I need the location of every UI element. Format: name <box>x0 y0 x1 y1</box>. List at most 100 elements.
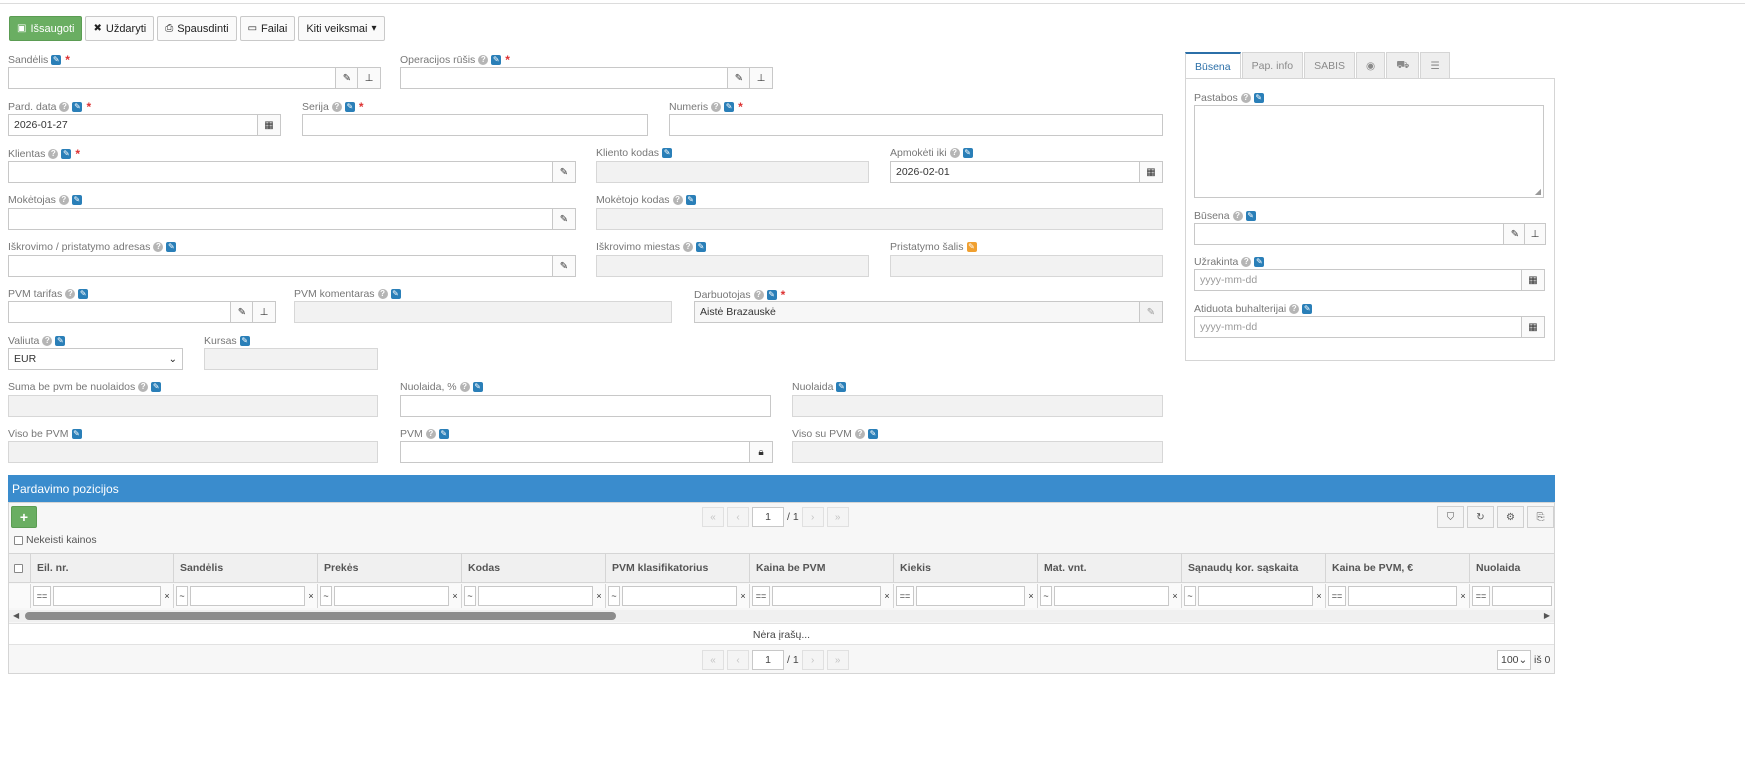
first-page-button[interactable]: « <box>702 650 724 670</box>
first-page-button[interactable]: « <box>702 507 724 527</box>
filter-input[interactable] <box>916 586 1025 606</box>
filter-operator[interactable]: ~ <box>176 586 188 606</box>
sandelis-input[interactable] <box>8 67 336 89</box>
filter-operator[interactable]: ~ <box>464 586 476 606</box>
print-button[interactable]: ⎙ Spausdinti <box>157 16 237 41</box>
page-input[interactable]: 1 <box>752 507 784 527</box>
clear-filter-icon[interactable]: × <box>1172 591 1178 601</box>
column-header[interactable]: Sandėlis <box>174 554 318 582</box>
help-icon[interactable]: ? <box>711 102 722 112</box>
clear-filter-icon[interactable]: × <box>1028 591 1034 601</box>
help-icon[interactable]: ? <box>1241 257 1252 267</box>
edit-icon[interactable]: ✎ <box>151 382 162 392</box>
column-header[interactable]: Kaina be PVM <box>750 554 894 582</box>
clear-filter-icon[interactable]: × <box>308 591 314 601</box>
prev-page-button[interactable]: ‹ <box>727 650 749 670</box>
edit-icon[interactable]: ✎ <box>472 382 483 392</box>
filter-input[interactable] <box>772 586 881 606</box>
edit-icon[interactable]: ✎ <box>836 382 847 392</box>
edit-icon[interactable]: ✎ <box>51 55 62 65</box>
adresas-edit-button[interactable]: ✎ <box>552 255 576 277</box>
edit-icon[interactable]: ✎ <box>72 102 83 112</box>
filter-operator[interactable]: ~ <box>608 586 620 606</box>
keep-prices-checkbox[interactable] <box>14 535 23 545</box>
filter-input[interactable] <box>190 586 305 606</box>
column-header[interactable]: Eil. nr. <box>31 554 174 582</box>
scroll-right-icon[interactable]: ▶ <box>1543 611 1550 620</box>
tab-car[interactable]: ⛟ <box>1386 52 1420 78</box>
filter-operator[interactable]: == <box>752 586 770 606</box>
filter-input[interactable] <box>53 586 161 606</box>
select-all-checkbox[interactable] <box>14 563 23 573</box>
edit-icon[interactable]: ✎ <box>71 195 82 205</box>
nuolaida-proc-input[interactable] <box>400 395 771 417</box>
column-header[interactable]: Mat. vnt. <box>1038 554 1182 582</box>
edit-icon[interactable]: ✎ <box>71 429 82 439</box>
help-icon[interactable]: ? <box>1232 211 1243 221</box>
save-button[interactable]: ▣ Išsaugoti <box>9 16 83 41</box>
darbuotojas-edit-button[interactable]: ✎ <box>1139 301 1163 323</box>
help-icon[interactable]: ? <box>672 195 683 205</box>
edit-icon[interactable]: ✎ <box>344 102 355 112</box>
filter-input[interactable] <box>622 586 737 606</box>
atiduota-calendar-button[interactable]: ▦ <box>1521 316 1545 338</box>
clear-filter-icon[interactable]: × <box>164 591 170 601</box>
page-input[interactable]: 1 <box>752 650 784 670</box>
column-header[interactable]: Kaina be PVM, € <box>1326 554 1470 582</box>
edit-icon[interactable]: ✎ <box>438 429 449 439</box>
operacijos-rusis-pin-button[interactable]: ⊥ <box>749 67 773 89</box>
column-header[interactable]: Prekės <box>318 554 462 582</box>
help-icon[interactable]: ? <box>1289 304 1300 314</box>
clear-filter-icon[interactable]: × <box>596 591 602 601</box>
pvm-tarifas-edit-button[interactable]: ✎ <box>230 301 254 323</box>
filter-operator[interactable]: == <box>896 586 914 606</box>
help-icon[interactable]: ? <box>683 242 694 252</box>
help-icon[interactable]: ? <box>753 290 764 300</box>
edit-icon[interactable]: ✎ <box>1254 257 1265 267</box>
prev-page-button[interactable]: ‹ <box>727 507 749 527</box>
edit-icon[interactable]: ✎ <box>724 102 735 112</box>
filter-operator[interactable]: == <box>33 586 51 606</box>
scrollbar-thumb[interactable] <box>25 612 616 620</box>
moketojas-input[interactable] <box>8 208 553 230</box>
filter-input[interactable] <box>478 586 593 606</box>
clear-filter-icon[interactable]: × <box>452 591 458 601</box>
adresas-input[interactable] <box>8 255 553 277</box>
help-icon[interactable]: ? <box>59 102 70 112</box>
next-page-button[interactable]: › <box>801 507 824 527</box>
edit-icon[interactable]: ✎ <box>867 429 878 439</box>
help-icon[interactable]: ? <box>854 429 865 439</box>
help-icon[interactable]: ? <box>478 55 489 65</box>
sandelis-edit-button[interactable]: ✎ <box>335 67 359 89</box>
help-icon[interactable]: ? <box>425 429 436 439</box>
help-icon[interactable]: ? <box>48 149 59 159</box>
scroll-left-icon[interactable]: ◀ <box>13 611 20 620</box>
filter-operator[interactable]: ~ <box>320 586 332 606</box>
help-icon[interactable]: ? <box>459 382 470 392</box>
edit-icon[interactable]: ✎ <box>390 289 401 299</box>
pvm-tarifas-pin-button[interactable]: ⊥ <box>252 301 276 323</box>
next-page-button[interactable]: › <box>801 650 824 670</box>
column-header[interactable]: Sąnaudų kor. sąskaita <box>1182 554 1326 582</box>
edit-icon[interactable]: ✎ <box>55 336 66 346</box>
pvm-lock-button[interactable]: 🔒︎ <box>749 441 773 463</box>
filter-button[interactable]: ⛉ <box>1437 506 1464 528</box>
edit-icon[interactable]: ✎ <box>78 289 89 299</box>
operacijos-rusis-input[interactable] <box>400 67 728 89</box>
filter-operator[interactable]: == <box>1328 586 1346 606</box>
atiduota-input[interactable]: yyyy-mm-dd <box>1194 316 1522 338</box>
filter-input[interactable] <box>334 586 449 606</box>
help-icon[interactable]: ? <box>949 148 960 158</box>
clear-filter-icon[interactable]: × <box>1316 591 1322 601</box>
last-page-button[interactable]: » <box>826 507 849 527</box>
help-icon[interactable]: ? <box>153 242 164 252</box>
filter-input[interactable] <box>1492 586 1552 606</box>
pastabos-textarea[interactable]: ◢ <box>1194 105 1544 198</box>
edit-icon[interactable]: ✎ <box>1302 304 1313 314</box>
edit-icon[interactable]: ✎ <box>1253 93 1264 103</box>
clear-filter-icon[interactable]: × <box>884 591 890 601</box>
sandelis-pin-button[interactable]: ⊥ <box>357 67 381 89</box>
tab-eye[interactable]: ◉ <box>1356 52 1386 78</box>
page-size-select[interactable]: 100 ⌄ <box>1497 650 1531 670</box>
pvm-tarifas-input[interactable] <box>8 301 231 323</box>
